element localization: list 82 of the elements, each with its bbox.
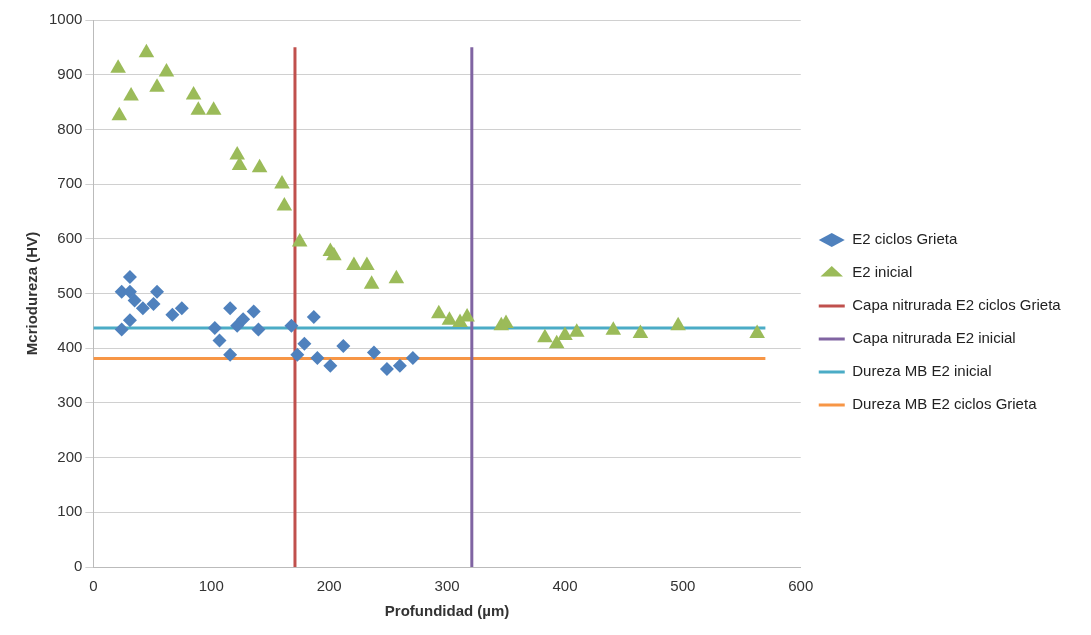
point xyxy=(379,361,394,376)
x-tick-label: 400 xyxy=(552,577,578,595)
x-tick-label: 0 xyxy=(89,577,98,595)
legend-label: Dureza MB E2 inicial xyxy=(852,362,992,380)
point xyxy=(568,323,585,337)
legend-label: E2 inicial xyxy=(852,263,913,281)
point xyxy=(122,270,137,285)
point xyxy=(274,175,290,189)
point xyxy=(405,351,420,366)
x-tick-label: 100 xyxy=(198,577,224,595)
point xyxy=(297,336,312,351)
legend-label: Capa nitrurada E2 inicial xyxy=(852,329,1016,347)
point xyxy=(366,345,381,360)
point xyxy=(185,85,202,100)
point xyxy=(138,43,155,58)
point xyxy=(158,62,175,77)
point xyxy=(290,347,305,362)
point xyxy=(670,316,686,331)
point xyxy=(174,301,189,316)
point xyxy=(150,284,165,299)
point xyxy=(251,322,266,337)
x-tick-label: 500 xyxy=(670,577,696,595)
y-tick-label: 500 xyxy=(57,283,83,301)
point xyxy=(392,358,407,373)
x-axis-title: Profundidad (µm) xyxy=(384,602,510,620)
point xyxy=(146,296,161,311)
x-tick-label: 200 xyxy=(316,577,342,595)
y-tick-label: 400 xyxy=(57,338,83,356)
point xyxy=(431,304,447,319)
point xyxy=(323,358,338,373)
point xyxy=(207,320,222,335)
y-tick-label: 800 xyxy=(57,119,83,137)
x-tick-label: 600 xyxy=(788,577,814,595)
point xyxy=(441,311,458,325)
point xyxy=(336,339,351,354)
point xyxy=(310,351,325,366)
point xyxy=(236,312,251,327)
point xyxy=(223,347,238,362)
point xyxy=(114,322,129,337)
legend-label: Dureza MB E2 ciclos Grieta xyxy=(852,395,1038,413)
y-tick-label: 1000 xyxy=(48,10,83,28)
point xyxy=(223,301,238,316)
legend-label: E2 ciclos Grieta xyxy=(852,230,958,248)
point xyxy=(135,301,150,316)
y-tick-label: 900 xyxy=(57,64,83,82)
point xyxy=(246,304,261,319)
y-tick-label: 100 xyxy=(57,502,83,520)
point xyxy=(212,333,227,348)
y-tick-label: 600 xyxy=(57,228,83,246)
point xyxy=(557,326,573,341)
point xyxy=(291,233,308,247)
point xyxy=(605,321,622,335)
point xyxy=(229,146,245,160)
point xyxy=(276,196,293,211)
y-tick-label: 300 xyxy=(57,393,83,411)
x-tick-label: 300 xyxy=(434,577,460,595)
point xyxy=(205,101,222,115)
point xyxy=(306,310,321,325)
point xyxy=(149,78,165,92)
point xyxy=(165,307,180,322)
point xyxy=(127,293,142,308)
point xyxy=(363,275,380,289)
point xyxy=(346,256,362,271)
legend-label: Capa nitrurada E2 ciclos Grieta xyxy=(852,296,1062,314)
point xyxy=(749,324,765,338)
y-tick-label: 0 xyxy=(74,557,83,575)
point xyxy=(123,87,139,101)
point xyxy=(110,59,126,73)
point xyxy=(632,324,649,338)
point xyxy=(111,106,128,121)
point xyxy=(388,269,405,284)
point xyxy=(190,101,207,115)
point xyxy=(122,313,137,328)
y-axis-title: Mcriodureza (HV) xyxy=(23,231,41,356)
point xyxy=(284,318,299,333)
point xyxy=(359,256,375,271)
point xyxy=(537,328,553,343)
point xyxy=(251,158,268,173)
point xyxy=(326,246,342,261)
y-tick-label: 200 xyxy=(57,447,83,465)
y-tick-label: 700 xyxy=(57,174,83,192)
point xyxy=(548,334,565,349)
